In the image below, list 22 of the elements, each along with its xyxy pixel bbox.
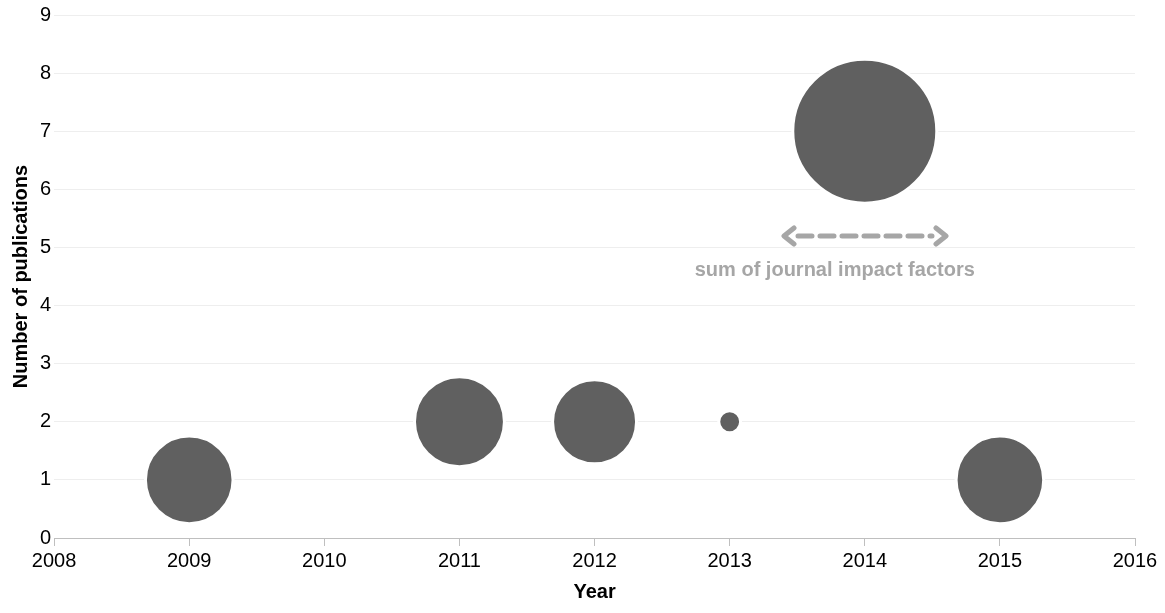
y-tick-label: 0 <box>40 525 52 548</box>
x-tick-label: 2012 <box>572 548 617 571</box>
y-tick-label: 2 <box>40 409 52 432</box>
x-tick-label: 2015 <box>977 548 1023 571</box>
annotation: sum of journal impact factors <box>694 258 975 281</box>
y-tick-label: 8 <box>40 60 52 83</box>
y-tick-label: 3 <box>40 351 52 374</box>
y-tick-label: 6 <box>40 176 52 199</box>
x-tick-label: 2013 <box>707 548 752 571</box>
x-tick-label: 2014 <box>842 548 888 571</box>
y-tick-label: 5 <box>40 234 52 257</box>
x-tick-label: 2011 <box>437 548 481 571</box>
y-axis-title: Number of publications <box>8 164 31 389</box>
x-axis-title: Year <box>573 579 616 602</box>
y-tick-label: 4 <box>40 293 52 316</box>
x-tick-label: 2009 <box>166 548 212 571</box>
x-tick-label: 2008 <box>31 548 77 571</box>
y-tick-label: 7 <box>40 118 52 141</box>
y-tick-label: 1 <box>40 467 52 490</box>
x-tick-label: 2016 <box>1112 548 1158 571</box>
x-tick-label: 2010 <box>302 548 347 571</box>
y-tick-label: 9 <box>40 2 52 25</box>
